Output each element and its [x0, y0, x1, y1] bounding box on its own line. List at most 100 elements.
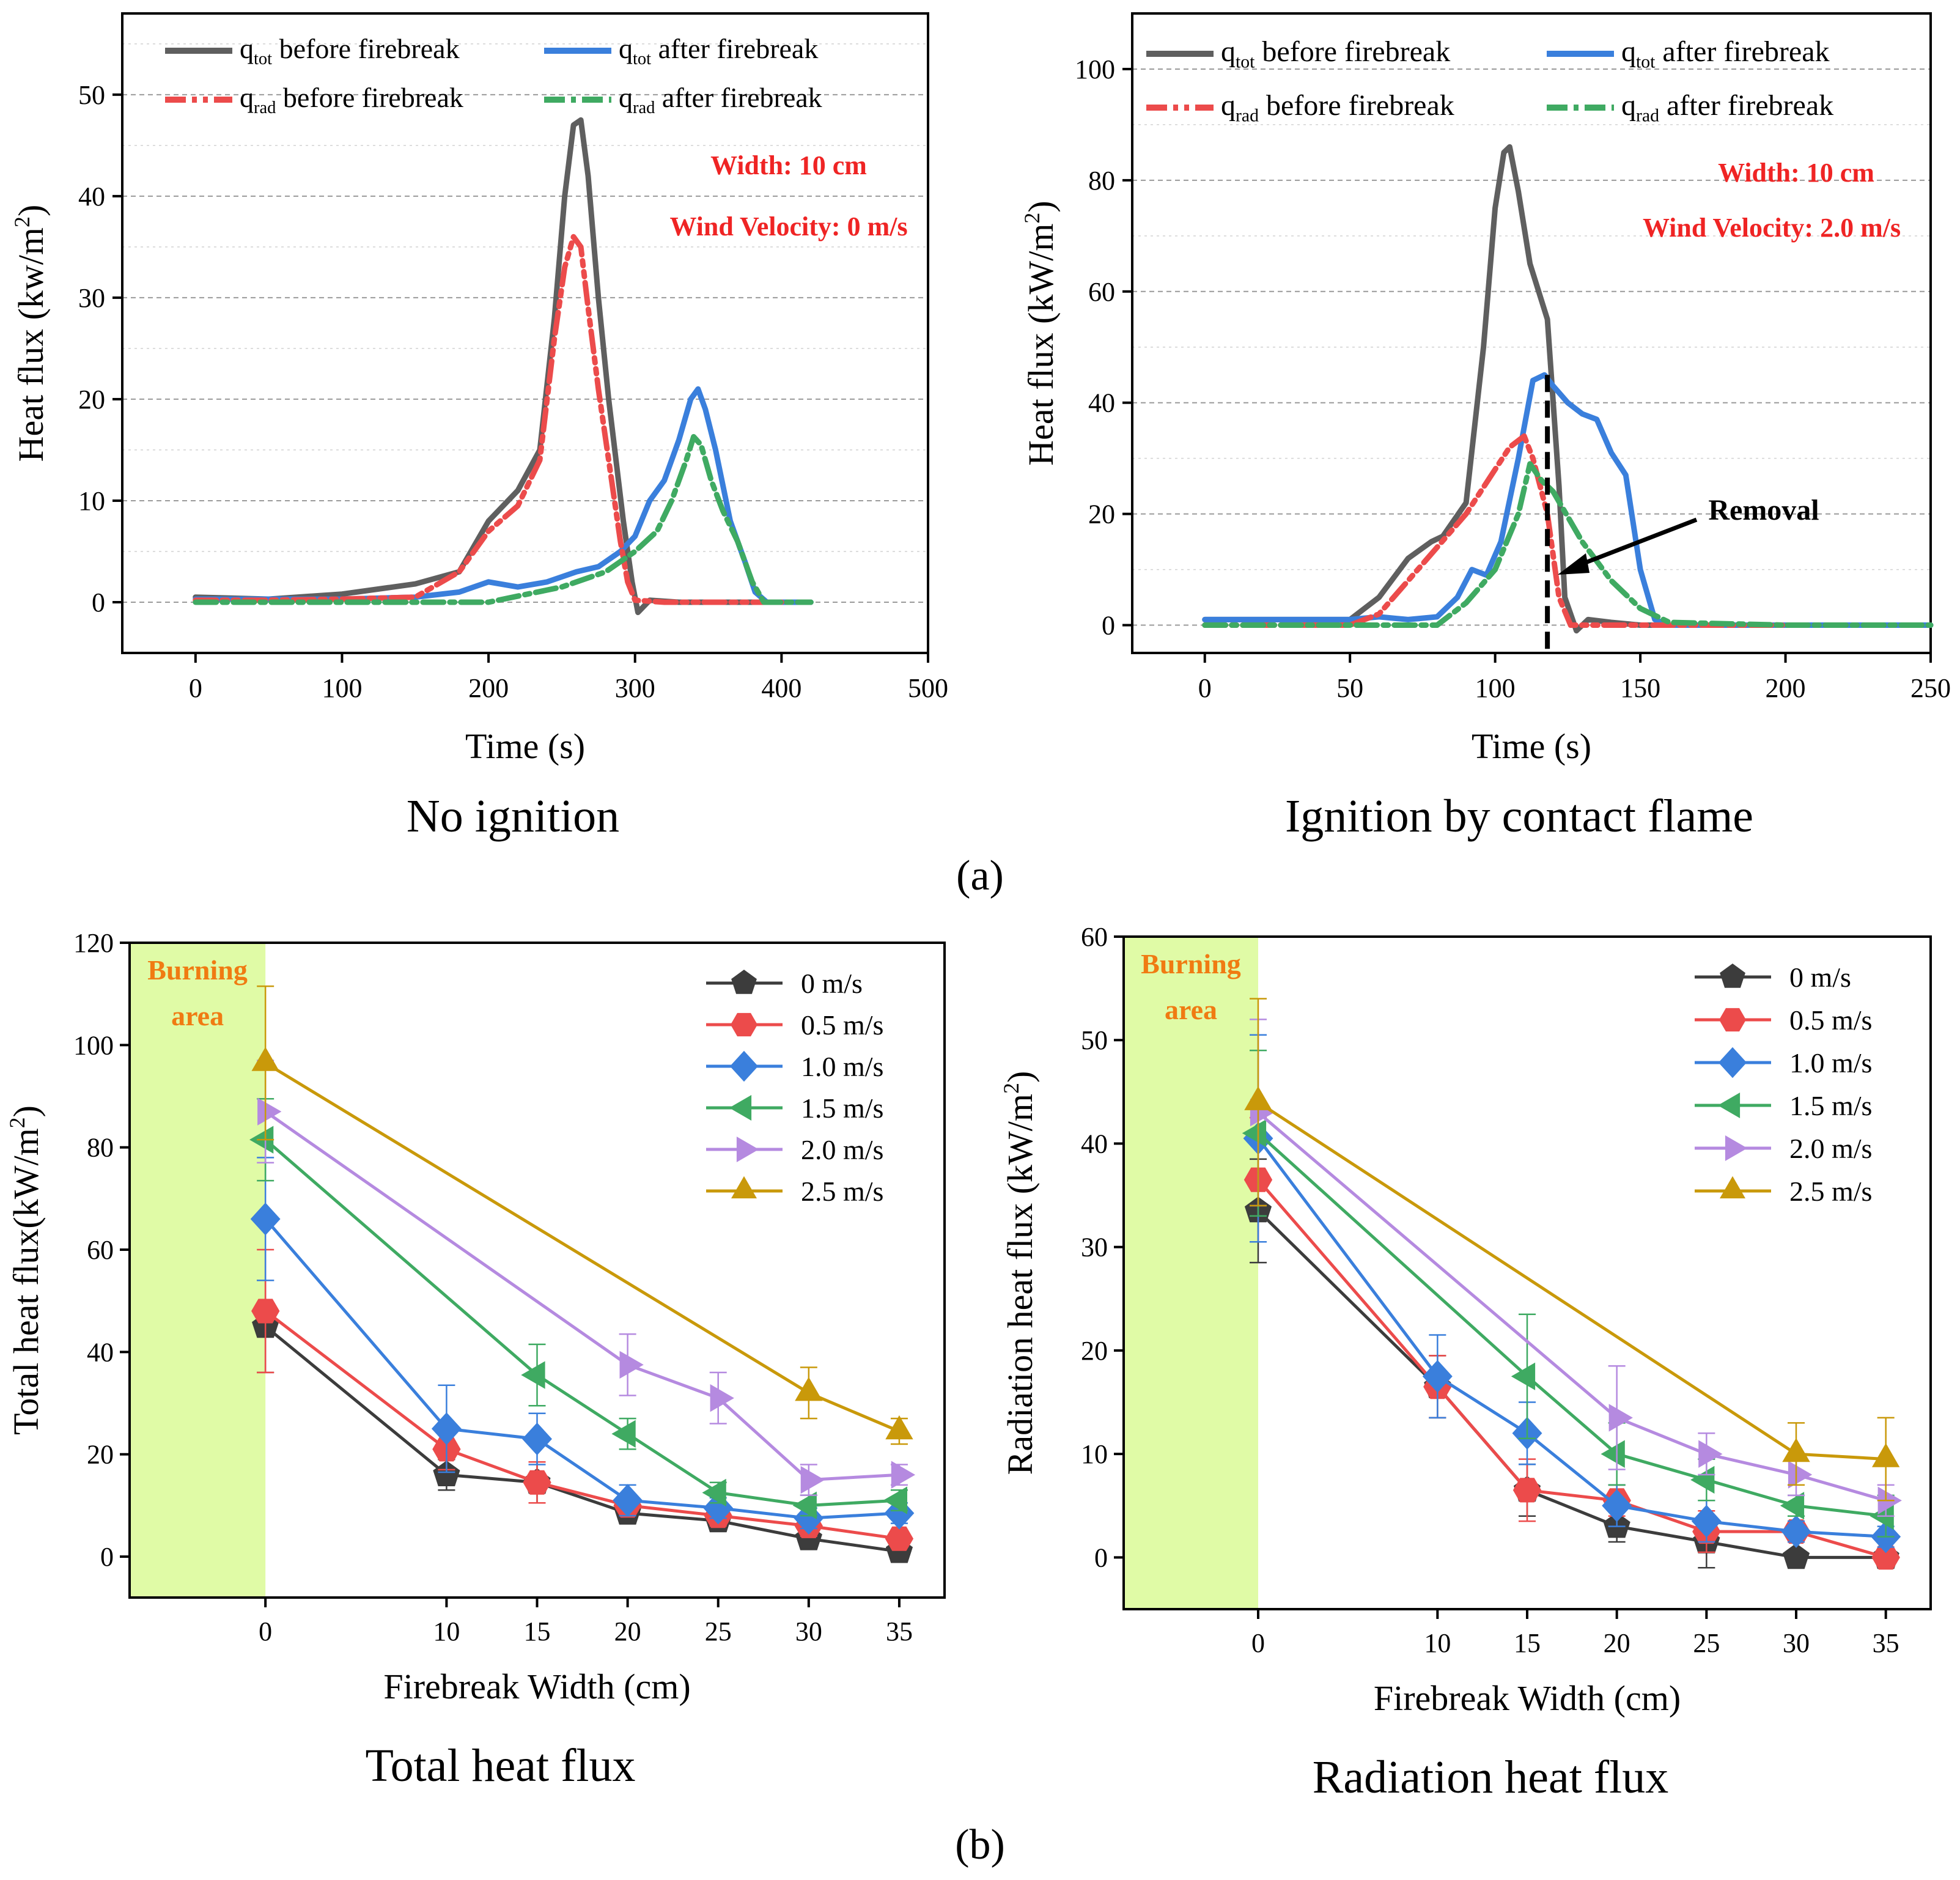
data-point	[522, 1422, 552, 1456]
data-point	[1780, 1492, 1805, 1520]
data-point	[1781, 1515, 1811, 1548]
legend-label: qrad after firebreak	[619, 82, 822, 117]
x-tick-label: 500	[908, 673, 948, 703]
legend-marker	[1719, 1008, 1746, 1032]
y-axis-label: Heat flux (kw/m2)	[10, 205, 51, 462]
removal-arrow-shaft	[1569, 517, 1698, 571]
data-point	[523, 1470, 551, 1495]
legend-label: 1.0 m/s	[1789, 1047, 1872, 1078]
y-tick-label: 60	[1081, 922, 1108, 952]
x-tick-label: 35	[886, 1616, 913, 1646]
y-tick-label: 60	[87, 1235, 114, 1265]
y-tick-label: 0	[1102, 611, 1115, 641]
data-point	[710, 1384, 734, 1412]
x-axis-label: Time (s)	[465, 726, 585, 766]
legend-label: qrad after firebreak	[1621, 89, 1833, 126]
annotation-removal: Removal	[1708, 494, 1819, 526]
series-line-2	[1202, 372, 1934, 628]
y-tick-label: 120	[73, 928, 114, 958]
x-tick-label: 25	[1693, 1628, 1720, 1658]
y-tick-label: 50	[1081, 1025, 1108, 1055]
data-point	[250, 1203, 281, 1236]
x-tick-label: 20	[1604, 1628, 1630, 1658]
data-point	[1601, 1440, 1625, 1468]
legend-marker	[1718, 1047, 1747, 1078]
series-line-4	[193, 433, 814, 605]
legend-marker	[731, 1012, 757, 1037]
x-tick-label: 100	[322, 673, 362, 703]
legend-label: 1.0 m/s	[801, 1051, 883, 1082]
x-tick-label: 0	[1198, 673, 1212, 703]
plot-frame	[121, 12, 929, 654]
legend-marker	[729, 1095, 752, 1121]
x-tick-label: 15	[1514, 1628, 1541, 1658]
x-axis-label: Firebreak Width (cm)	[1374, 1678, 1681, 1718]
y-tick-label: 40	[87, 1337, 114, 1367]
y-axis-label: Radiation heat flux (kW/m2)	[999, 1071, 1040, 1475]
x-tick-label: 30	[1783, 1628, 1810, 1658]
y-tick-label: 0	[100, 1542, 114, 1572]
y-tick-label: 20	[1088, 499, 1115, 529]
data-point	[611, 1420, 636, 1448]
y-tick-label: 80	[1088, 166, 1115, 196]
data-point	[883, 1486, 907, 1514]
y-tick-label: 30	[78, 283, 105, 313]
y-tick-label: 40	[1081, 1129, 1108, 1159]
x-tick-label: 300	[615, 673, 655, 703]
legend-marker	[731, 970, 757, 994]
data-point	[885, 1526, 914, 1551]
series-line-4	[1257, 1132, 1886, 1518]
data-point	[257, 1097, 282, 1126]
series-line-4	[264, 1138, 900, 1507]
x-tick-label: 400	[761, 673, 801, 703]
y-tick-label: 40	[1088, 388, 1115, 418]
x-tick-label: 0	[189, 673, 202, 703]
legend-label: 1.5 m/s	[1789, 1090, 1872, 1121]
legend-label: 2.0 m/s	[1789, 1133, 1872, 1164]
y-tick-label: 20	[87, 1440, 114, 1470]
legend-label: qtot after firebreak	[619, 33, 818, 68]
y-tick-label: 80	[87, 1133, 114, 1163]
burning-area-label: area	[171, 1000, 224, 1031]
chart-contact-flame: 0 50 100 150 200 250 0 20 40 60 80 100 Time (s) Heat …	[1020, 12, 1951, 842]
chart-caption: No ignition	[407, 791, 619, 842]
chart-radiation-heat-flux: Burning area 0 10 15 20 25 30 35 0 10 20 30 40 50 60 0 m…	[999, 922, 1932, 1803]
legend-label: 1.5 m/s	[801, 1093, 883, 1124]
y-tick-label: 10	[78, 486, 105, 516]
annotation-wind: Wind Velocity: 0 m/s	[669, 212, 907, 241]
x-tick-label: 100	[1475, 673, 1516, 703]
part-a-label: (a)	[956, 852, 1004, 899]
legend-label: 0.5 m/s	[1789, 1005, 1872, 1036]
legend-label: qtot before firebreak	[1221, 35, 1450, 72]
x-tick-label: 250	[1910, 673, 1951, 703]
data-point	[433, 1460, 460, 1486]
chart-total-heat-flux: Burning area 0 10 15 20 25 30 35 0 20 40 60 80 100 120 0…	[5, 928, 946, 1791]
y-tick-label: 0	[92, 588, 105, 617]
burning-area-label: Burning	[147, 954, 248, 986]
y-tick-label: 50	[78, 80, 105, 110]
x-axis-label: Time (s)	[1472, 726, 1591, 766]
legend-label: qrad before firebreak	[240, 82, 463, 117]
plot-frame	[1131, 12, 1932, 654]
data-point	[1244, 1086, 1272, 1110]
y-tick-label: 100	[73, 1030, 114, 1060]
data-point	[1608, 1404, 1633, 1432]
x-tick-label: 0	[259, 1616, 272, 1646]
legend-marker	[1720, 964, 1745, 988]
data-point	[251, 1047, 279, 1071]
annotation-width: Width: 10 cm	[1718, 158, 1874, 188]
data-point	[251, 1299, 280, 1324]
legend-label: qtot before firebreak	[240, 33, 460, 68]
y-tick-label: 40	[78, 182, 105, 212]
data-point	[885, 1415, 913, 1440]
chart-caption: Radiation heat flux	[1313, 1752, 1669, 1803]
series-line-3	[1202, 433, 1788, 628]
data-point	[613, 1484, 643, 1517]
legend-label: 0.5 m/s	[801, 1009, 883, 1041]
y-tick-label: 100	[1075, 54, 1115, 84]
burning-area-label: Burning	[1141, 948, 1241, 979]
data-point	[1871, 1545, 1900, 1570]
data-point	[1602, 1489, 1632, 1522]
